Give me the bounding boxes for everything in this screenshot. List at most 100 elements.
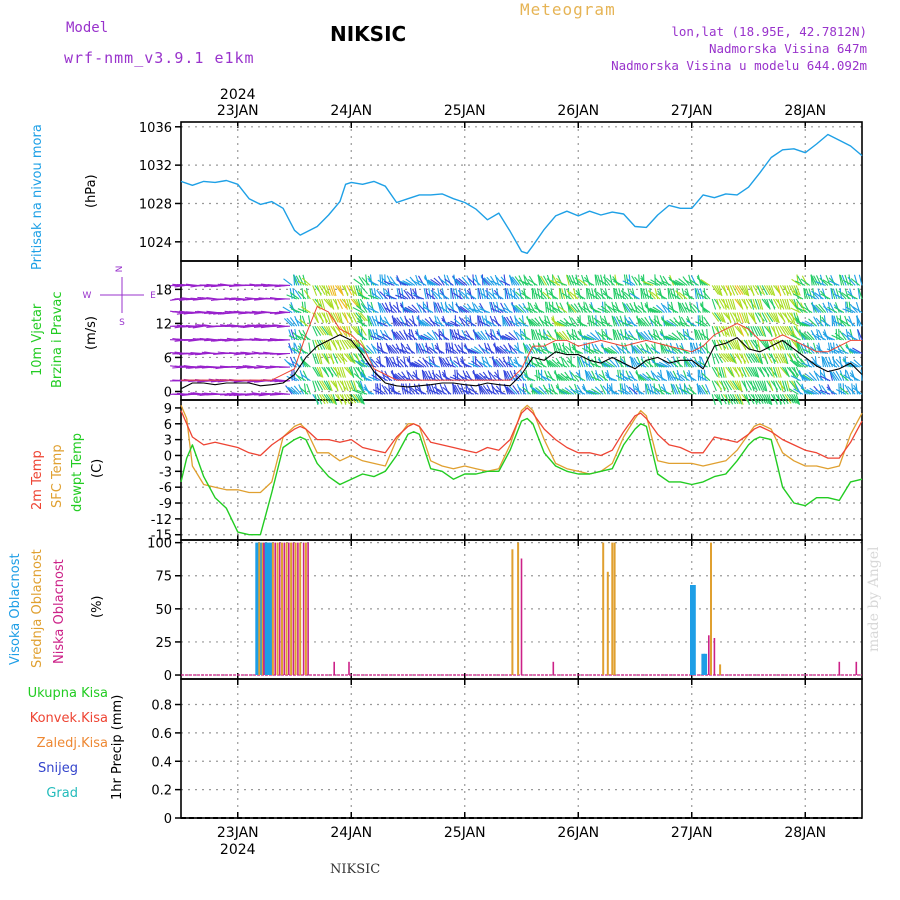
wind-barb [644, 383, 647, 395]
wind-barb [410, 387, 420, 395]
wind-barb [403, 332, 413, 341]
wind-barb [278, 310, 291, 314]
x-day-label-bottom: 23JAN [217, 825, 259, 841]
wind-barb [337, 312, 342, 324]
wind-barb [468, 348, 479, 355]
wind-barb [537, 274, 543, 286]
wind-barb [770, 312, 778, 323]
wind-barb [362, 346, 373, 354]
wind-barb [289, 292, 300, 300]
wind-barb [676, 372, 686, 382]
wind-barb [732, 326, 737, 337]
wind-barb [734, 312, 739, 324]
wind-barb [773, 339, 780, 350]
wind-barb [842, 383, 845, 395]
wind-barb [631, 288, 636, 300]
wind-barb [718, 285, 723, 297]
wind-barb [457, 289, 466, 300]
wind-barb [421, 343, 427, 354]
wind-barb [348, 353, 355, 364]
wind-barb [466, 292, 477, 300]
wind-barb [325, 285, 331, 296]
wind-barb [436, 388, 447, 395]
wind-barb [729, 394, 736, 405]
wind-barb [355, 285, 360, 297]
wind-barb [449, 346, 459, 354]
wind-barb [808, 372, 818, 382]
wind-barb [623, 291, 634, 300]
wind-barb [450, 288, 454, 300]
wind-barb [325, 312, 331, 324]
wind-barb [323, 312, 328, 324]
wind-barb [316, 285, 322, 296]
wind-barb [602, 361, 613, 368]
wind-barb [594, 386, 604, 395]
wind-barb [620, 290, 629, 300]
wind-barb [711, 380, 717, 392]
wind-barb [661, 319, 672, 327]
wind-barb [551, 359, 561, 368]
wind-barb [442, 357, 450, 368]
x-day-label-top: 25JAN [444, 103, 486, 119]
wind-barb [511, 276, 520, 286]
wind-barb [477, 331, 486, 341]
wind-barb [316, 394, 323, 405]
wind-barb [425, 279, 436, 286]
legend-total-rain: Ukupna Kisa [27, 686, 108, 701]
wind-barb [727, 380, 735, 391]
wind-barb [456, 369, 459, 381]
wind-barb [752, 353, 760, 364]
wind-barb [516, 373, 527, 382]
wind-barb [652, 333, 663, 341]
wind-barb [839, 386, 849, 395]
wind-barb [781, 380, 787, 392]
wind-barb [699, 288, 704, 300]
wind-barb [512, 289, 520, 300]
wind-barb [705, 342, 709, 354]
wind-barb [811, 303, 820, 313]
wind-barb [531, 287, 534, 300]
wind-barb [775, 325, 781, 337]
wind-barb [833, 349, 844, 355]
wind-barb [343, 394, 351, 405]
wind-barb [327, 339, 332, 351]
wind-barb [524, 383, 529, 395]
wind-barb [574, 389, 586, 395]
wind-barb [384, 307, 395, 314]
wind-barb [805, 373, 815, 382]
y-tick-label: 25 [155, 636, 172, 651]
wind-barb [434, 320, 445, 327]
wind-barb [396, 358, 404, 368]
wind-barb [622, 280, 633, 286]
wind-barb [481, 315, 486, 327]
wind-barb [416, 302, 423, 313]
wind-barb [404, 317, 413, 327]
wind-barb [752, 325, 759, 337]
wind-barb [616, 292, 627, 300]
wind-barb [622, 302, 629, 313]
wind-barb [809, 346, 820, 354]
compass-n: N [115, 266, 125, 273]
wind-barb [550, 279, 561, 286]
wind-barb [560, 372, 570, 382]
wind-barb [784, 312, 790, 323]
wind-barb [672, 280, 683, 286]
wind-barb [332, 353, 339, 364]
wind-barb [723, 353, 732, 363]
wind-barb [428, 288, 432, 300]
wind-barb [795, 298, 803, 309]
wind-barb [759, 312, 765, 324]
wind-barb [330, 353, 335, 365]
wind-barb [611, 315, 618, 327]
wind-barb [516, 342, 520, 354]
wind-barb [638, 274, 641, 286]
wind-barb [779, 366, 788, 376]
wind-barb [701, 345, 711, 354]
wind-barb [394, 373, 404, 382]
wind-barb [810, 274, 815, 286]
wind-barb [855, 383, 859, 395]
wind-barb [523, 328, 527, 340]
wind-barb [745, 298, 753, 309]
panel-frame [180, 678, 863, 819]
wind-barb [777, 366, 782, 378]
